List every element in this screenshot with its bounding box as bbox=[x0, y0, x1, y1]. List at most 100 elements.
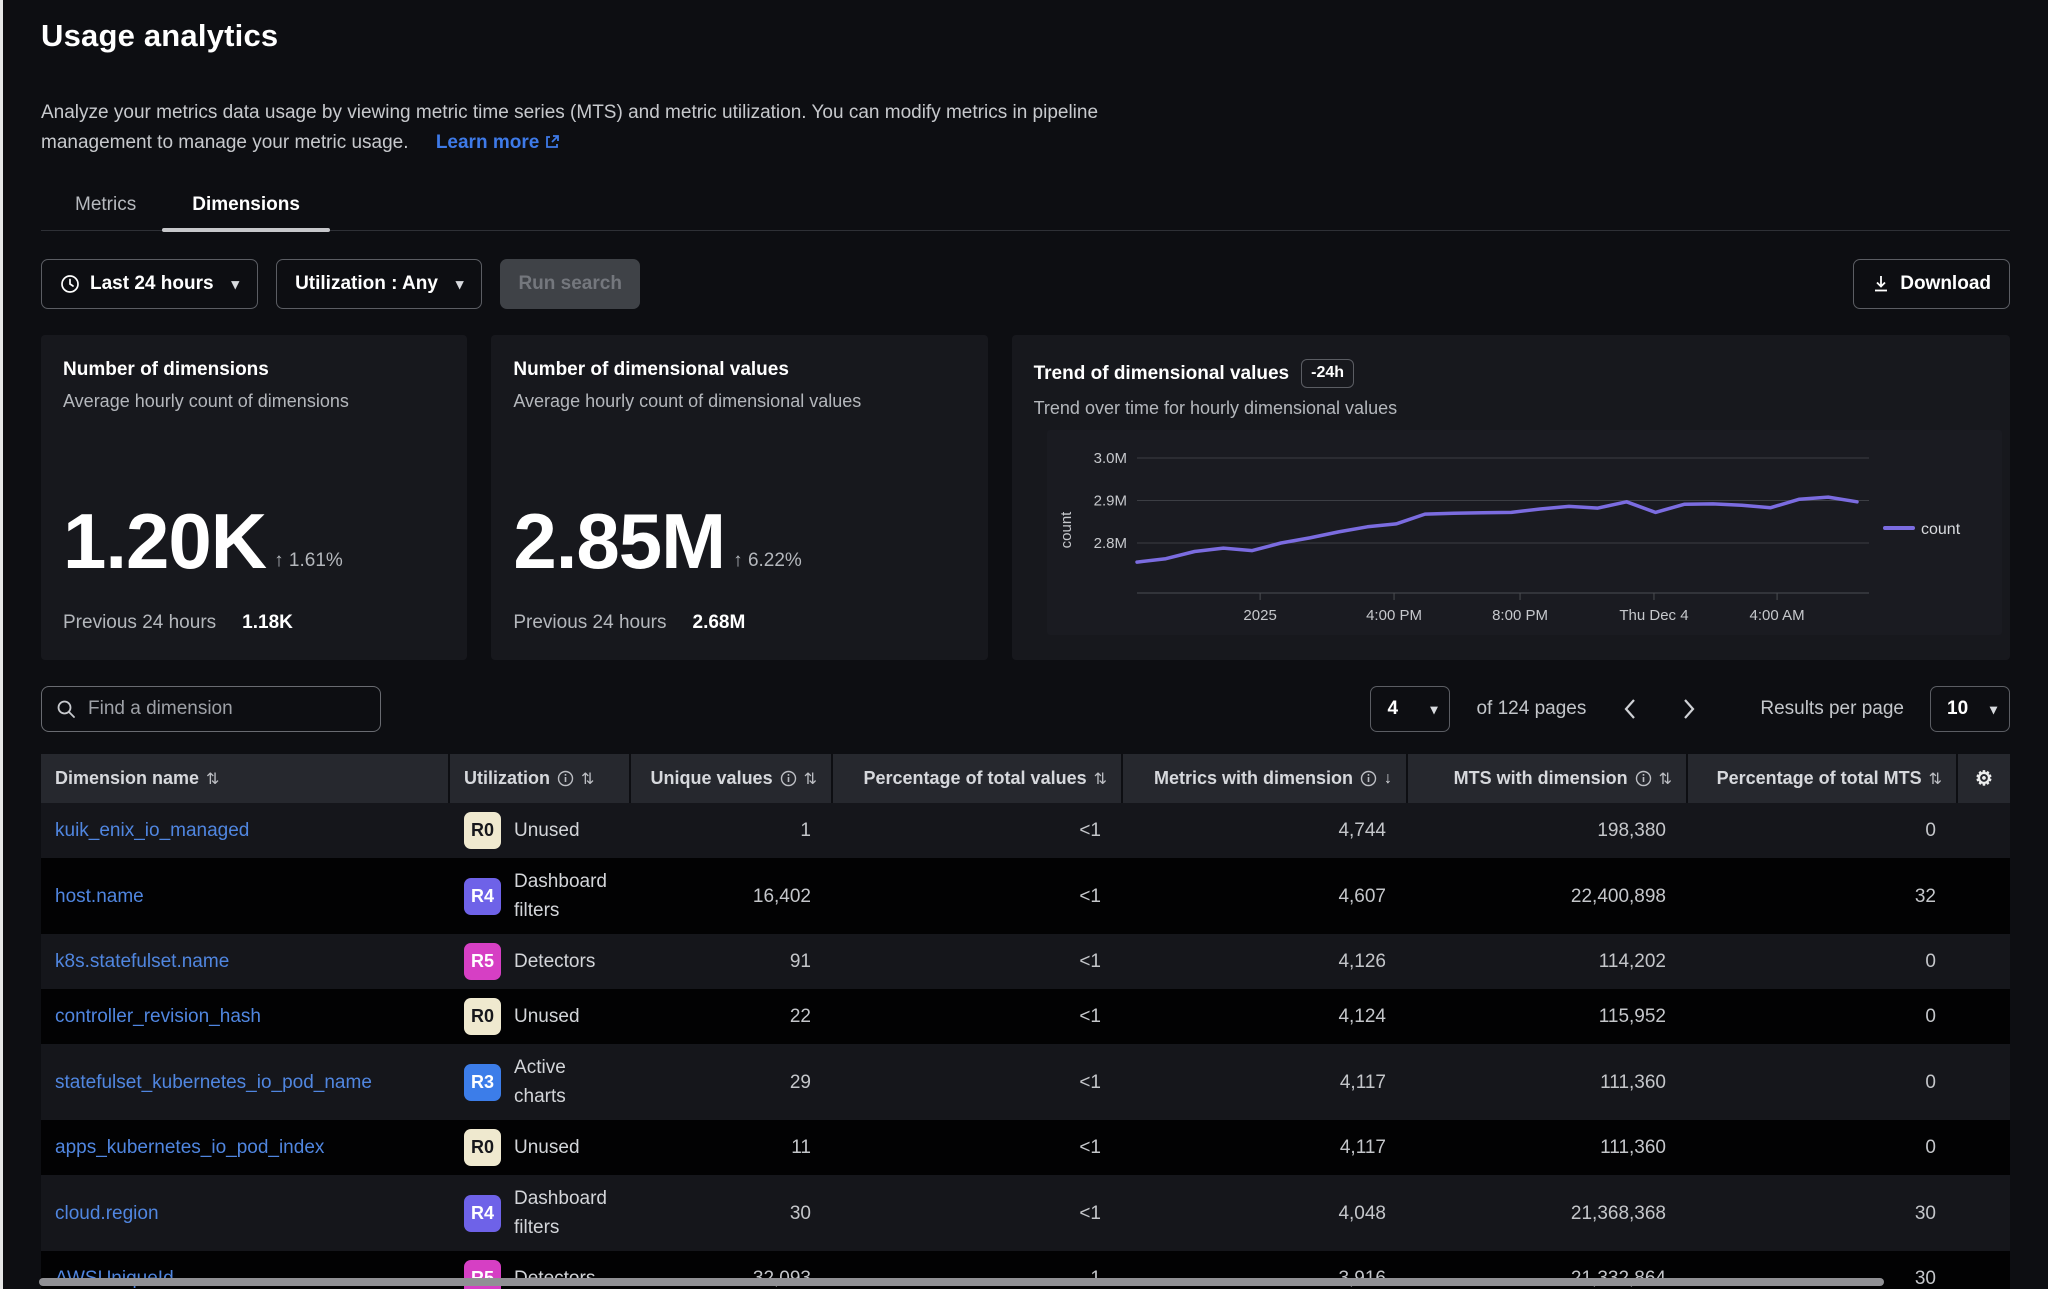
dimension-link[interactable]: apps_kubernetes_io_pod_index bbox=[55, 1137, 324, 1158]
row-actions-cell bbox=[1958, 1204, 2010, 1222]
column-settings-button[interactable]: ⚙ bbox=[1958, 754, 2010, 803]
arrow-up-icon: ↑ bbox=[733, 550, 743, 571]
mts-with-dimension-cell: 198,380 bbox=[1408, 807, 1688, 854]
utilization-cell: R0Unused bbox=[450, 989, 631, 1044]
time-range-dropdown[interactable]: Last 24 hours ▾ bbox=[41, 259, 258, 309]
svg-text:Thu Dec 4: Thu Dec 4 bbox=[1619, 607, 1688, 624]
download-icon bbox=[1872, 274, 1890, 294]
summary-cards: Number of dimensions Average hourly coun… bbox=[41, 335, 2010, 660]
row-actions-cell bbox=[1958, 1008, 2010, 1026]
row-actions-cell bbox=[1958, 1139, 2010, 1157]
utilization-label: Dashboard filters bbox=[514, 867, 617, 925]
description-line-2: management to manage your metric usage. bbox=[41, 132, 409, 153]
utilization-cell: R4Dashboard filters bbox=[450, 858, 631, 934]
utilization-cell: R5Detectors bbox=[450, 934, 631, 989]
utilization-filter-dropdown[interactable]: Utilization : Any ▾ bbox=[276, 259, 482, 309]
download-button[interactable]: Download bbox=[1853, 259, 2010, 309]
unique-values-cell: 16,402 bbox=[631, 873, 833, 920]
dimensional-values-count-value: 2.85M bbox=[513, 502, 725, 580]
metrics-with-dimension-cell: 4,117 bbox=[1123, 1124, 1408, 1171]
next-page-button[interactable] bbox=[1672, 692, 1706, 726]
utilization-rank-badge: R3 bbox=[464, 1064, 501, 1101]
tab-metrics[interactable]: Metrics bbox=[75, 194, 136, 230]
dimension-search[interactable] bbox=[41, 686, 381, 732]
table-row: cloud.regionR4Dashboard filters30<14,048… bbox=[41, 1175, 2010, 1251]
mts-with-dimension-cell: 114,202 bbox=[1408, 938, 1688, 985]
per-page-select[interactable]: 10▾ bbox=[1930, 686, 2010, 732]
dimensions-delta: ↑ 1.61% bbox=[274, 550, 343, 580]
column-header-utilization[interactable]: Utilization⇅ bbox=[450, 754, 631, 803]
page-count-label: of 124 pages bbox=[1476, 698, 1586, 720]
dimension-link[interactable]: statefulset_kubernetes_io_pod_name bbox=[55, 1072, 372, 1093]
sort-icon: ⇅ bbox=[804, 769, 817, 789]
pct-total-values-cell: <1 bbox=[833, 1124, 1123, 1171]
toolbar: Last 24 hours ▾ Utilization : Any ▾ Run … bbox=[41, 259, 2010, 309]
chevron-down-icon: ▾ bbox=[456, 275, 464, 293]
search-input[interactable] bbox=[88, 698, 366, 720]
info-icon bbox=[1635, 770, 1652, 787]
card-subtitle: Average hourly count of dimensions bbox=[63, 391, 445, 412]
dimension-name-cell: k8s.statefulset.name bbox=[41, 938, 450, 985]
svg-text:4:00 AM: 4:00 AM bbox=[1749, 607, 1804, 624]
usage-analytics-page: Usage analytics Analyze your metrics dat… bbox=[0, 0, 2048, 1289]
utilization-cell: R0Unused bbox=[450, 1120, 631, 1175]
pct-total-values-cell: <1 bbox=[833, 873, 1123, 920]
page-title: Usage analytics bbox=[41, 0, 2010, 54]
row-actions-cell bbox=[1958, 1270, 2010, 1288]
previous-page-button[interactable] bbox=[1612, 692, 1646, 726]
utilization-rank-badge: R5 bbox=[464, 943, 501, 980]
previous-value: 1.18K bbox=[242, 612, 293, 633]
svg-text:2025: 2025 bbox=[1243, 607, 1276, 624]
info-icon bbox=[1360, 770, 1377, 787]
page-description: Analyze your metrics data usage by viewi… bbox=[41, 98, 2010, 158]
run-search-button[interactable]: Run search bbox=[500, 259, 639, 309]
card-title: Trend of dimensional values-24h bbox=[1034, 359, 1988, 388]
chevron-down-icon: ▾ bbox=[232, 275, 240, 293]
tab-dimensions[interactable]: Dimensions bbox=[192, 194, 300, 230]
utilization-cell: R4Dashboard filters bbox=[450, 1175, 631, 1251]
results-per-page-label: Results per page bbox=[1760, 698, 1904, 720]
column-header-metrics-with-dimension[interactable]: Metrics with dimension↓ bbox=[1123, 754, 1408, 803]
page-select[interactable]: 4▾ bbox=[1370, 686, 1450, 732]
card-number-of-dimensions: Number of dimensions Average hourly coun… bbox=[41, 335, 467, 660]
search-icon bbox=[56, 699, 76, 719]
learn-more-link[interactable]: Learn more bbox=[436, 132, 560, 153]
dimension-link[interactable]: kuik_enix_io_managed bbox=[55, 820, 249, 841]
pct-total-values-cell: <1 bbox=[833, 1059, 1123, 1106]
table-row: statefulset_kubernetes_io_pod_nameR3Acti… bbox=[41, 1044, 2010, 1120]
dimension-link[interactable]: controller_revision_hash bbox=[55, 1006, 261, 1027]
table-header: Dimension name⇅Utilization⇅Unique values… bbox=[41, 754, 2010, 803]
column-header-mts-with-dimension[interactable]: MTS with dimension⇅ bbox=[1408, 754, 1688, 803]
dimension-link[interactable]: host.name bbox=[55, 886, 144, 907]
tab-bar: Metrics Dimensions bbox=[41, 194, 2010, 231]
utilization-cell: R0Unused bbox=[450, 803, 631, 858]
previous-period-row: Previous 24 hours2.68M bbox=[513, 612, 745, 634]
dimension-link[interactable]: k8s.statefulset.name bbox=[55, 951, 229, 972]
svg-text:count: count bbox=[1058, 511, 1075, 549]
unique-values-cell: 11 bbox=[631, 1124, 833, 1171]
trend-line-chart[interactable]: 3.0M2.9M2.8M20254:00 PM8:00 PMThu Dec 44… bbox=[1047, 430, 2002, 635]
column-header-dimension-name[interactable]: Dimension name⇅ bbox=[41, 754, 450, 803]
dimension-name-cell: controller_revision_hash bbox=[41, 993, 450, 1040]
row-actions-cell bbox=[1958, 953, 2010, 971]
chevron-down-icon: ▾ bbox=[1430, 701, 1437, 718]
svg-text:4:00 PM: 4:00 PM bbox=[1366, 607, 1422, 624]
unique-values-cell: 30 bbox=[631, 1190, 833, 1237]
utilization-rank-badge: R0 bbox=[464, 812, 501, 849]
svg-text:2.8M: 2.8M bbox=[1093, 535, 1126, 552]
dimension-name-cell: statefulset_kubernetes_io_pod_name bbox=[41, 1059, 450, 1106]
table-row: k8s.statefulset.nameR5Detectors91<14,126… bbox=[41, 934, 2010, 989]
column-header-unique-values[interactable]: Unique values⇅ bbox=[631, 754, 833, 803]
dimension-link[interactable]: cloud.region bbox=[55, 1203, 159, 1224]
chevron-down-icon: ▾ bbox=[1990, 701, 1997, 718]
column-header-percentage-of-total-mts[interactable]: Percentage of total MTS⇅ bbox=[1688, 754, 1958, 803]
card-number-of-dimensional-values: Number of dimensional values Average hou… bbox=[491, 335, 987, 660]
pct-total-mts-cell: 30 bbox=[1688, 1190, 1958, 1237]
unique-values-cell: 1 bbox=[631, 807, 833, 854]
description-line-1: Analyze your metrics data usage by viewi… bbox=[41, 102, 1098, 123]
dimensions-table: Dimension name⇅Utilization⇅Unique values… bbox=[41, 754, 2010, 1289]
column-header-percentage-of-total-values[interactable]: Percentage of total values⇅ bbox=[833, 754, 1123, 803]
mts-with-dimension-cell: 22,400,898 bbox=[1408, 873, 1688, 920]
horizontal-scrollbar[interactable] bbox=[39, 1278, 1884, 1286]
table-row: controller_revision_hashR0Unused22<14,12… bbox=[41, 989, 2010, 1044]
